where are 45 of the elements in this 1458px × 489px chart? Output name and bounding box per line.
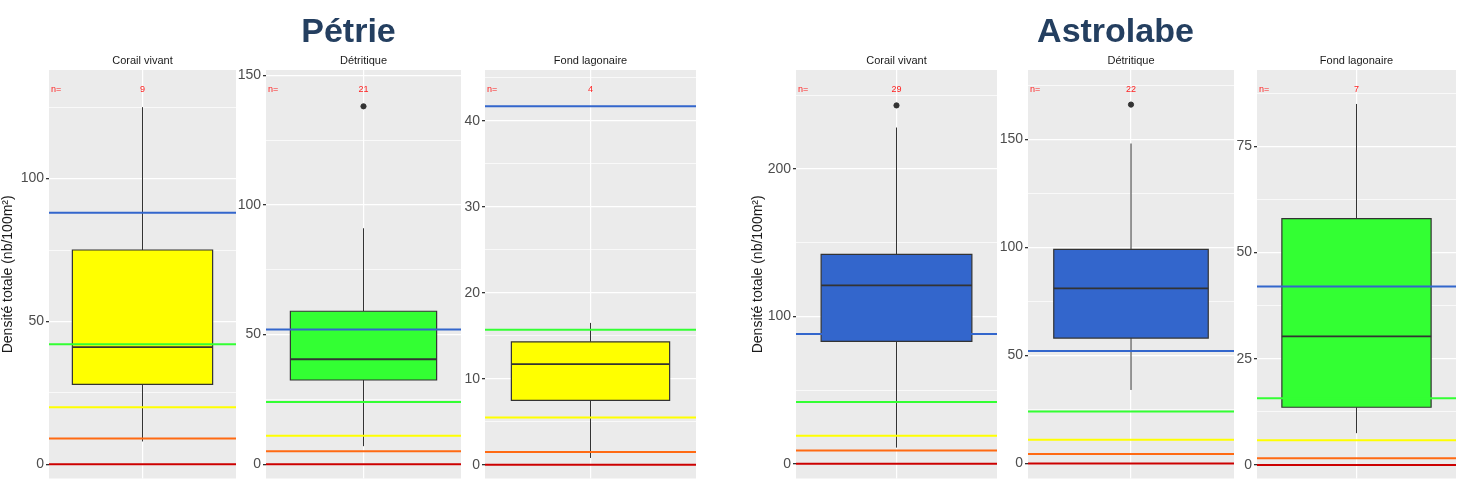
- y-tick-label: 40: [464, 111, 481, 128]
- y-tick-label: 10: [464, 369, 481, 386]
- y-tick-label: 50: [1236, 243, 1253, 260]
- chart-subtitle: Détritique: [1107, 54, 1155, 66]
- y-tick-label: 75: [1236, 137, 1253, 154]
- y-tick-label: 50: [1007, 346, 1024, 363]
- y-tick-label: 0: [1015, 454, 1024, 471]
- annotation: n=: [268, 84, 279, 95]
- y-tick-label: 0: [472, 455, 481, 472]
- annotation: 4: [587, 84, 594, 95]
- annotation: n=: [51, 84, 62, 95]
- annotation: n=: [487, 84, 498, 95]
- y-tick-label: 0: [783, 454, 792, 471]
- annotation: n=: [1030, 84, 1041, 95]
- annotation: 29: [891, 84, 902, 95]
- annotation: 7: [1353, 84, 1360, 95]
- y-tick-label: 200: [767, 159, 792, 176]
- y-tick-label: 0: [253, 455, 262, 472]
- y-tick-label: 100: [20, 169, 45, 186]
- y-tick-label: 0: [1244, 455, 1253, 472]
- y-tick-label: 150: [999, 130, 1024, 147]
- annotation: 9: [139, 84, 146, 95]
- annotation: n=: [1259, 84, 1270, 95]
- y-tick-label: 0: [36, 455, 45, 472]
- chart-subtitle: Détritique: [339, 54, 388, 66]
- annotation: 21: [358, 84, 369, 95]
- chart-title: Astrolabe: [1037, 11, 1194, 49]
- annotation: 22: [1125, 84, 1137, 95]
- y-axis-title: Densité totale (nb/100m²): [749, 195, 766, 354]
- chart-subtitle: Fond lagonaire: [1319, 54, 1394, 66]
- chart-title: Pétrie: [301, 11, 396, 49]
- y-tick-label: 50: [245, 325, 262, 342]
- y-tick-label: 100: [767, 307, 792, 324]
- y-tick-label: 50: [28, 312, 45, 329]
- y-tick-label: 100: [999, 238, 1024, 255]
- y-tick-label: 100: [237, 195, 262, 212]
- y-axis-title: Densité totale (nb/100m²): [0, 195, 16, 354]
- chart-subtitle: Corail vivant: [112, 54, 173, 66]
- y-tick-label: 20: [464, 283, 481, 300]
- y-tick-label: 30: [464, 197, 481, 214]
- chart-subtitle: Fond lagonaire: [553, 54, 628, 66]
- chart-subtitle: Corail vivant: [866, 54, 927, 66]
- y-tick-label: 25: [1236, 349, 1253, 366]
- annotation: n=: [798, 84, 809, 95]
- y-tick-label: 150: [237, 66, 262, 83]
